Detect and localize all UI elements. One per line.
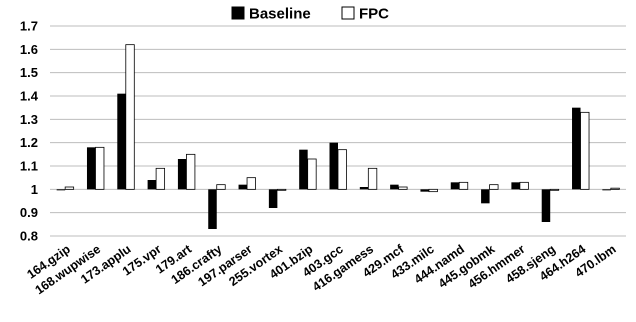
bar-fpc-416-gamess bbox=[367, 167, 378, 190]
bar-baseline-173-applu bbox=[117, 93, 126, 190]
y-tick-label: 1.3 bbox=[20, 112, 38, 127]
bars bbox=[56, 44, 620, 229]
bar-fpc-168-wupwise bbox=[95, 146, 105, 190]
bar-fpc-429-mcf bbox=[398, 186, 408, 190]
bar-baseline-403-gcc bbox=[329, 142, 338, 190]
bar-baseline-433-milc bbox=[420, 189, 429, 192]
y-tick-label: 1.7 bbox=[20, 19, 38, 34]
x-axis-category-labels: 164.gzip168.wupwise173.applu175.vpr179.a… bbox=[24, 242, 618, 298]
y-tick-label: 0.8 bbox=[20, 229, 38, 244]
bar-fpc-470-lbm bbox=[610, 187, 620, 190]
y-axis-tick-labels: 0.8 0.9 1 1.1 1.2 1.3 1.4 1.5 1.6 1.7 bbox=[20, 19, 39, 244]
bar-baseline-445-gobmk bbox=[481, 189, 490, 204]
bar-fpc-444-namd bbox=[458, 181, 469, 190]
y-tick-label: 1.1 bbox=[20, 159, 38, 174]
bar-baseline-416-gamess bbox=[359, 187, 369, 190]
legend: Baseline FPC bbox=[231, 6, 389, 23]
bar-baseline-175-vpr bbox=[147, 180, 157, 190]
y-tick-label: 1.5 bbox=[20, 65, 38, 80]
bar-baseline-444-namd bbox=[450, 182, 460, 190]
bar-baseline-186-crafty bbox=[208, 189, 217, 229]
bar-fpc-173-applu bbox=[125, 44, 135, 190]
bar-fpc-197-parser bbox=[246, 177, 256, 190]
bar-fpc-255-vortex bbox=[276, 188, 287, 191]
bar-baseline-168-wupwise bbox=[86, 147, 96, 190]
bar-fpc-464-h264 bbox=[580, 111, 590, 190]
bar-fpc-433-milc bbox=[428, 188, 438, 193]
bar-baseline-179-art bbox=[177, 159, 187, 190]
bar-fpc-179-art bbox=[186, 153, 196, 190]
y-tick-label: 0.9 bbox=[20, 205, 38, 220]
bar-fpc-445-gobmk bbox=[489, 184, 499, 190]
legend-label-baseline: Baseline bbox=[249, 6, 311, 23]
bar-baseline-164-gzip bbox=[56, 189, 66, 191]
bar-fpc-175-vpr bbox=[155, 167, 166, 190]
bar-baseline-464-h264 bbox=[572, 107, 581, 190]
bar-fpc-403-gcc bbox=[337, 149, 347, 190]
gridlines bbox=[50, 25, 626, 237]
bar-fpc-186-crafty bbox=[216, 184, 226, 190]
bar-baseline-470-lbm bbox=[602, 189, 611, 191]
y-tick-label: 1 bbox=[31, 182, 38, 197]
bar-baseline-429-mcf bbox=[390, 184, 399, 190]
legend-swatch-baseline bbox=[231, 6, 245, 20]
bar-fpc-164-gzip bbox=[64, 186, 75, 190]
bar-baseline-255-vortex bbox=[268, 189, 278, 208]
legend-label-fpc: FPC bbox=[359, 6, 389, 23]
y-tick-label: 1.4 bbox=[20, 89, 39, 104]
bar-baseline-401-bzip bbox=[299, 149, 308, 190]
y-tick-label: 1.6 bbox=[20, 42, 38, 57]
bar-baseline-456-hmmer bbox=[511, 182, 520, 190]
bar-baseline-458-sjeng bbox=[541, 189, 551, 222]
legend-swatch-fpc bbox=[341, 6, 355, 20]
bar-fpc-401-bzip bbox=[307, 158, 317, 190]
bar-fpc-458-sjeng bbox=[549, 188, 560, 191]
y-tick-label: 1.2 bbox=[20, 135, 38, 150]
bar-fpc-456-hmmer bbox=[519, 181, 529, 190]
bar-baseline-197-parser bbox=[238, 184, 248, 190]
